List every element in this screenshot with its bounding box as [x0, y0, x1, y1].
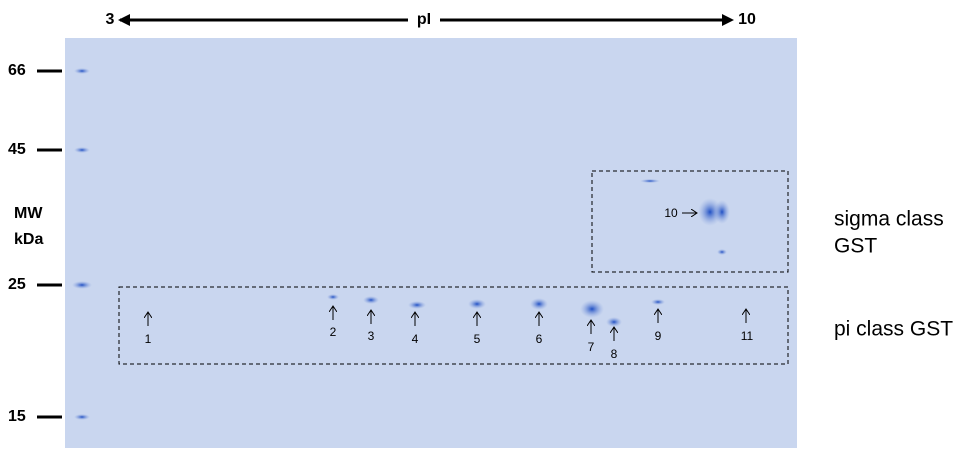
mw-title: kDa [14, 231, 43, 248]
spot-label: 2 [330, 325, 337, 339]
pi-label: pI [417, 11, 431, 28]
pi-start: 3 [106, 11, 115, 28]
pi-end: 10 [738, 11, 756, 28]
mw-marker: 15 [8, 408, 26, 425]
spot-label: 3 [368, 329, 375, 343]
spots-drawing [72, 68, 730, 420]
spot-label: 1 [145, 332, 152, 346]
arrowhead [118, 14, 130, 26]
mw-marker: 66 [8, 62, 26, 79]
mw-marker: 45 [8, 141, 26, 158]
sigma-label: sigma class [834, 208, 944, 231]
arrowhead [722, 14, 734, 26]
spot-label: 7 [588, 340, 595, 354]
spot-arrows [148, 213, 746, 341]
spot-label: 6 [536, 332, 543, 346]
spot-label: 5 [474, 332, 481, 346]
spot-label: 10 [664, 206, 678, 220]
mw-marker: 25 [8, 276, 26, 293]
spot-label: 9 [655, 329, 662, 343]
sigma-label: GST [834, 235, 877, 258]
spot-label: 4 [412, 332, 419, 346]
pi-label: pi class GST [834, 318, 953, 341]
spot-label: 8 [611, 347, 618, 361]
pi-box [118, 286, 789, 365]
spot-label: 11 [741, 329, 754, 343]
mw-ticks [37, 69, 62, 419]
sigma-box [591, 170, 789, 273]
gel [65, 38, 797, 448]
mw-title: MW [14, 205, 43, 222]
